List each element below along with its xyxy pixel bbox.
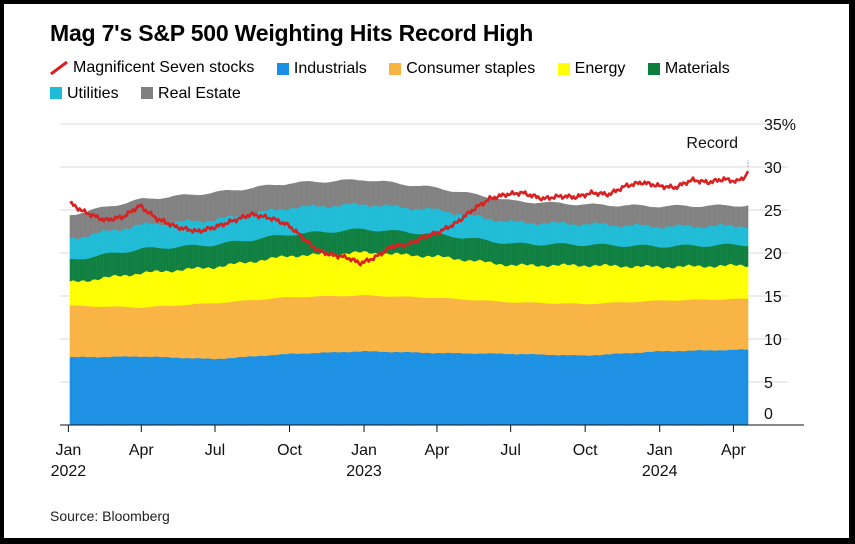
legend-item-energy: Energy [557, 57, 626, 80]
legend-label: Materials [664, 60, 730, 77]
chart-frame: Mag 7's S&P 500 Weighting Hits Record Hi… [4, 4, 849, 538]
y-tick-label: 35% [764, 117, 796, 134]
y-tick-label: 30 [764, 160, 782, 177]
legend-label: Real Estate [158, 84, 241, 102]
legend: Magnificent Seven stocks Industrials Con… [50, 56, 810, 106]
y-tick-label: 0 [764, 406, 773, 423]
x-tick-label: Jul [500, 442, 520, 459]
legend-label: Energy [574, 60, 626, 77]
line-magnificent-seven [69, 170, 750, 267]
chart-title: Mag 7's S&P 500 Weighting Hits Record Hi… [50, 20, 534, 46]
chart-plot: 0 5 10 15 20 25 30 35% Record Jan 2022 Apr Jul Oct Jan… [51, 117, 804, 480]
source-note: Source: Bloomberg [50, 508, 170, 524]
legend-line-swatch [50, 60, 68, 75]
legend-swatch [557, 62, 570, 75]
y-tick-label: 25 [764, 203, 782, 220]
legend-item-utilities: Utilities [50, 82, 119, 105]
y-tick-label: 20 [764, 246, 782, 263]
x-tick-label: Oct [573, 442, 598, 459]
legend-label: Industrials [293, 60, 367, 77]
legend-swatch [141, 87, 154, 99]
legend-swatch [389, 62, 402, 75]
y-tick-label: 5 [764, 375, 773, 392]
legend-item-consumer-staples: Consumer staples [389, 57, 535, 80]
legend-item-real-estate: Real Estate [141, 82, 241, 105]
x-tick-year: 2023 [346, 463, 382, 480]
legend-label: Consumer staples [406, 60, 536, 77]
legend-item-materials: Materials [647, 57, 730, 80]
x-tick-label: Jan [351, 442, 377, 459]
legend-item-magnificent-seven: Magnificent Seven stocks [50, 56, 254, 79]
legend-swatch [647, 62, 660, 75]
legend-swatch [50, 87, 62, 99]
x-tick-label: Jan [55, 442, 81, 459]
y-tick-label: 10 [764, 332, 782, 349]
x-tick-label: Apr [424, 442, 450, 459]
x-tick-year: 2022 [51, 463, 87, 480]
legend-label: Utilities [67, 84, 119, 102]
annotation-label: Record [686, 135, 738, 152]
legend-label: Magnificent Seven stocks [73, 59, 255, 76]
x-tick-year: 2024 [642, 463, 678, 480]
legend-item-industrials: Industrials [276, 57, 367, 80]
x-tick-label: Apr [721, 442, 747, 459]
y-tick-label: 15 [764, 289, 782, 306]
x-tick-label: Jan [647, 442, 673, 459]
x-tick-label: Jul [205, 442, 225, 459]
legend-swatch [276, 62, 289, 75]
area-real-estate [69, 179, 749, 240]
x-tick-label: Oct [277, 442, 302, 459]
bar-texture [69, 124, 746, 425]
x-tick-label: Apr [129, 442, 155, 459]
